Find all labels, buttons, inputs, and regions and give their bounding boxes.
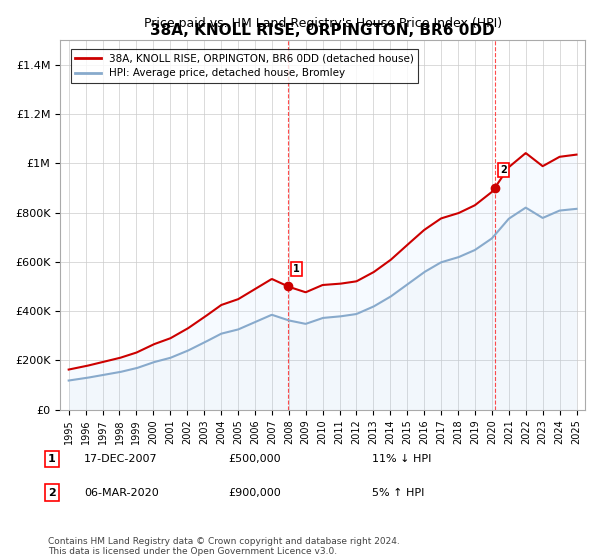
Text: 2: 2 — [500, 165, 506, 175]
Text: 5% ↑ HPI: 5% ↑ HPI — [372, 488, 424, 498]
Text: £900,000: £900,000 — [228, 488, 281, 498]
Text: £500,000: £500,000 — [228, 454, 281, 464]
Text: 11% ↓ HPI: 11% ↓ HPI — [372, 454, 431, 464]
Text: Contains HM Land Registry data © Crown copyright and database right 2024.
This d: Contains HM Land Registry data © Crown c… — [48, 537, 400, 557]
Text: Price paid vs. HM Land Registry's House Price Index (HPI): Price paid vs. HM Land Registry's House … — [143, 17, 502, 30]
Title: 38A, KNOLL RISE, ORPINGTON, BR6 0DD: 38A, KNOLL RISE, ORPINGTON, BR6 0DD — [150, 22, 495, 38]
Text: 1: 1 — [48, 454, 56, 464]
Text: 06-MAR-2020: 06-MAR-2020 — [84, 488, 159, 498]
Legend: 38A, KNOLL RISE, ORPINGTON, BR6 0DD (detached house), HPI: Average price, detach: 38A, KNOLL RISE, ORPINGTON, BR6 0DD (det… — [71, 49, 418, 82]
Text: 2: 2 — [48, 488, 56, 498]
Text: 1: 1 — [293, 264, 300, 274]
Text: 17-DEC-2007: 17-DEC-2007 — [84, 454, 158, 464]
